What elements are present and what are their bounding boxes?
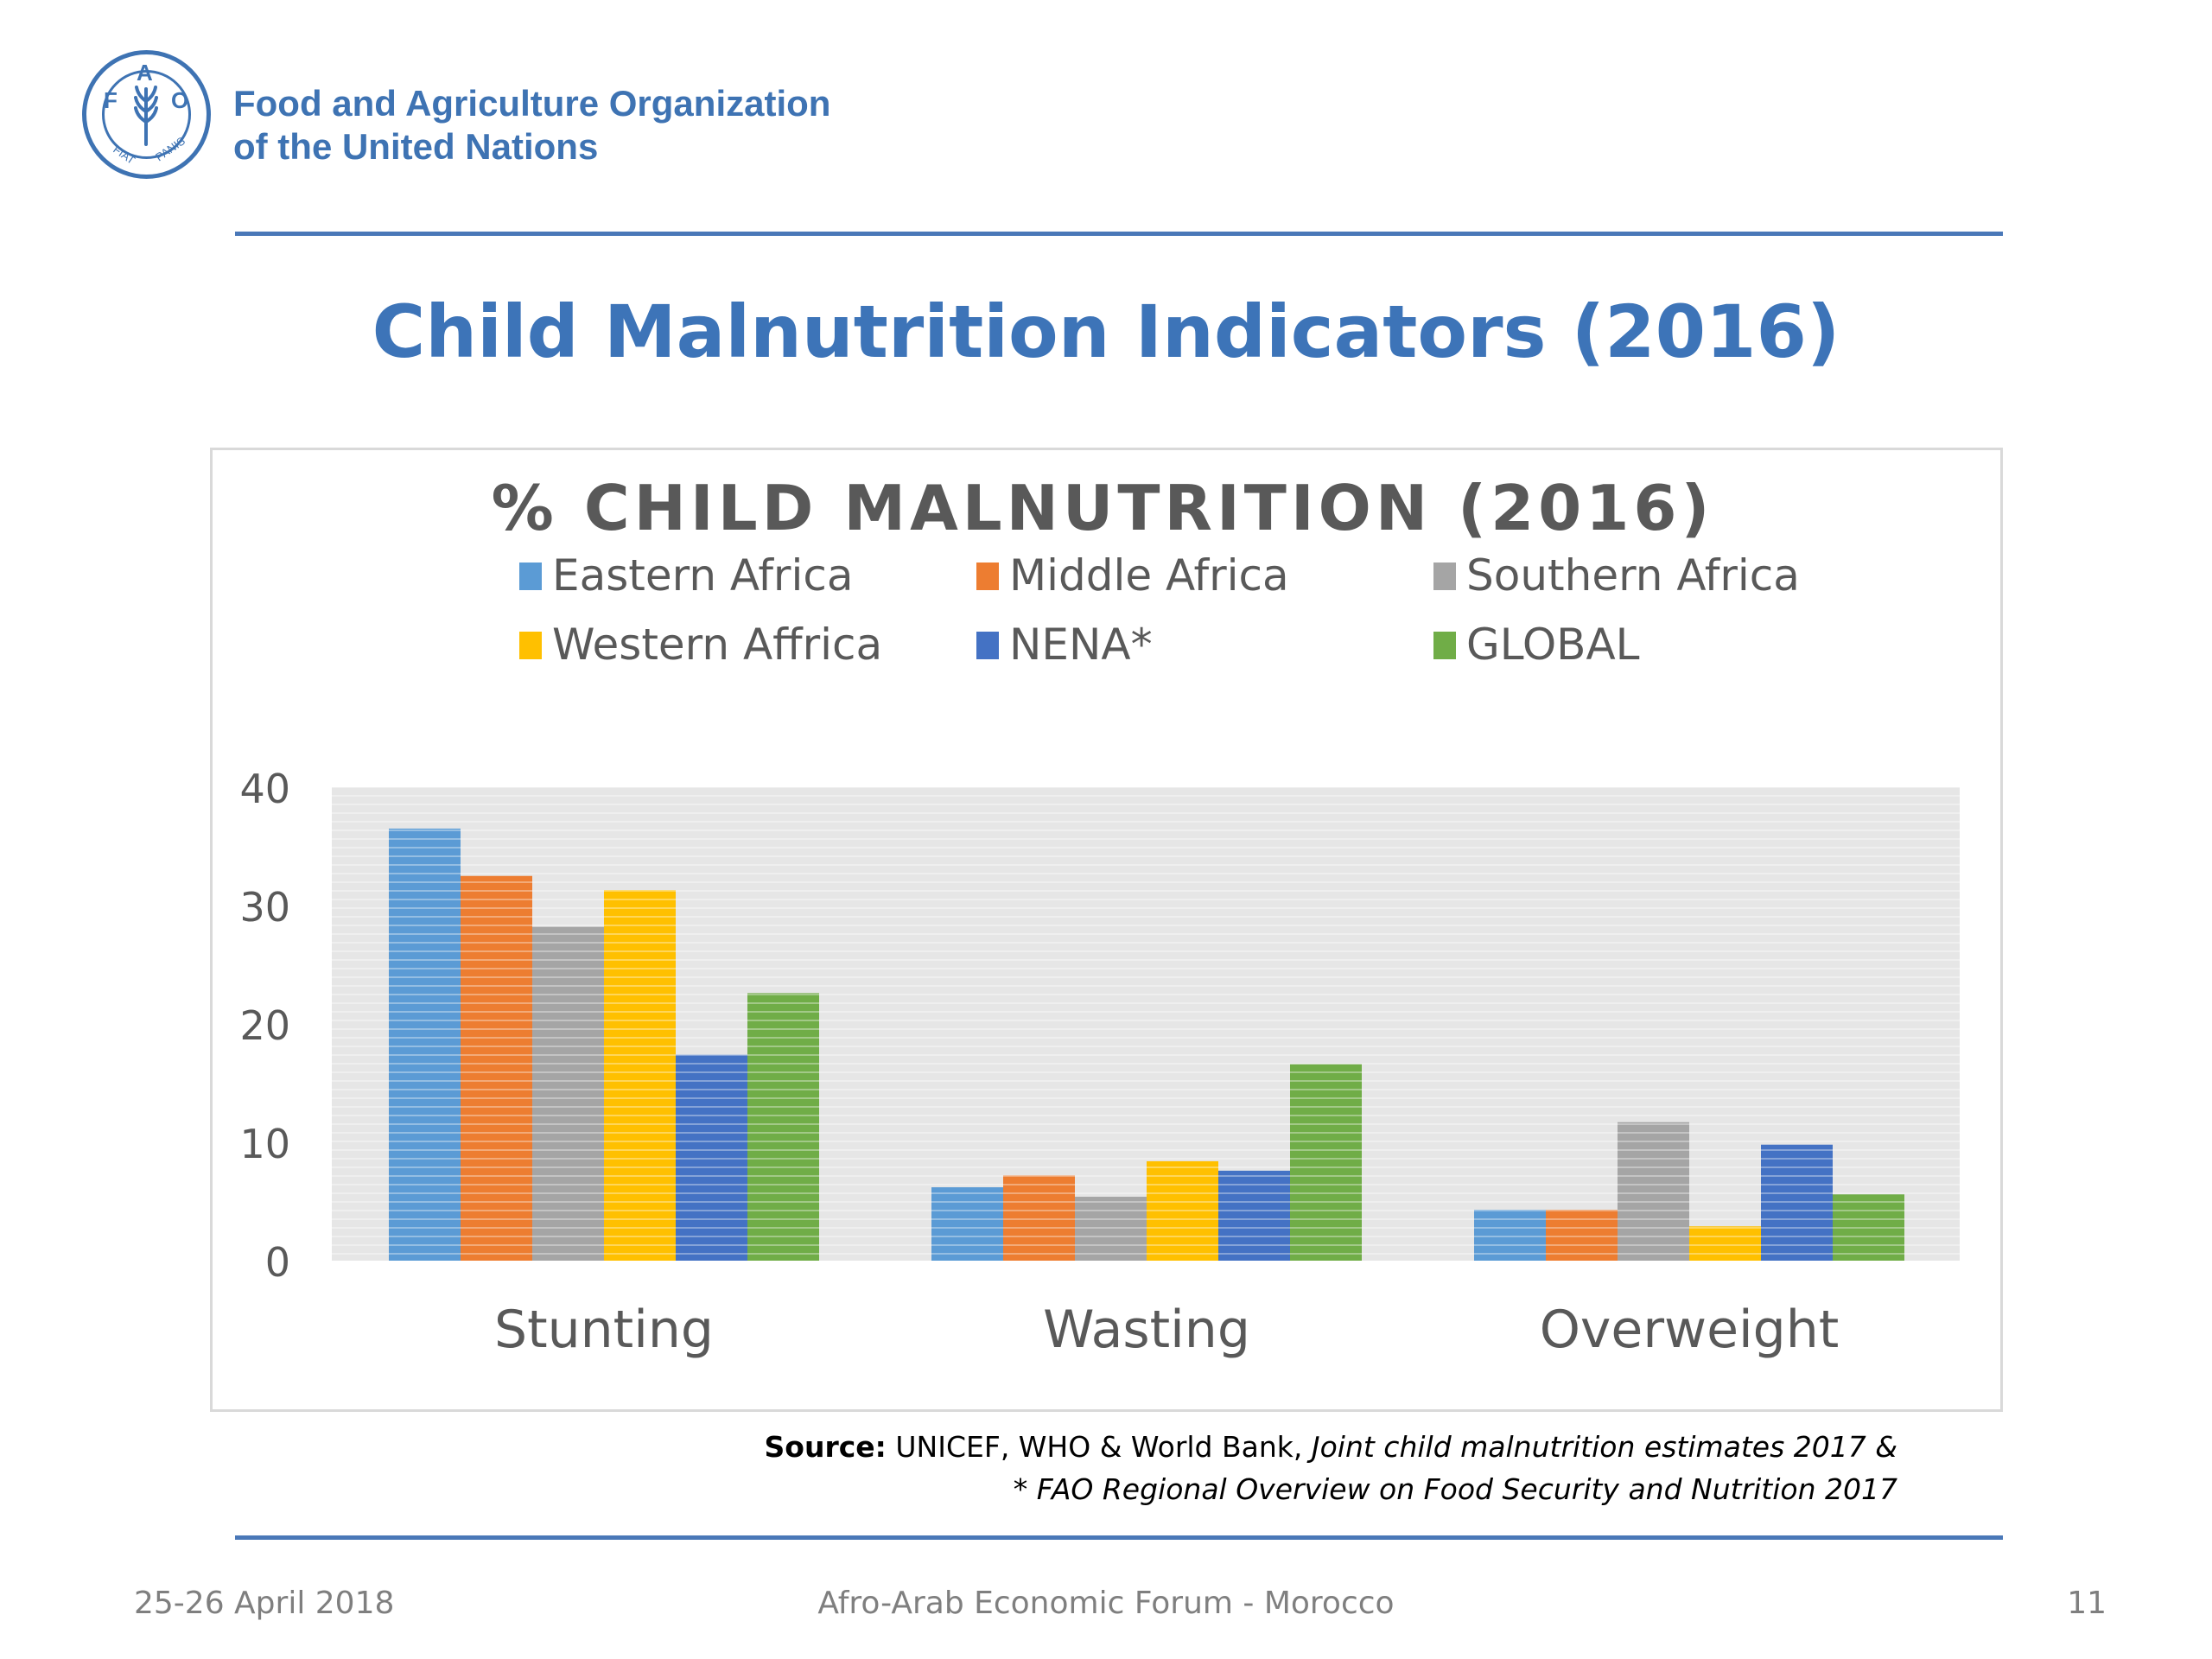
logo-letter-f: F (104, 87, 118, 113)
header-divider (235, 232, 2003, 236)
legend-label: NENA* (1009, 620, 1153, 670)
bar (1290, 1064, 1362, 1261)
fao-logo: F A O FIAT PANIS (82, 50, 211, 179)
footer-date: 25-26 April 2018 (134, 1586, 395, 1621)
legend-label: GLOBAL (1466, 620, 1640, 670)
footer-event: Afro-Arab Economic Forum - Morocco (817, 1586, 1395, 1621)
legend-swatch (1433, 632, 1456, 659)
legend-label: Western Affrica (552, 620, 882, 670)
bar (1147, 1160, 1218, 1261)
bar (676, 1054, 747, 1261)
organization-name-line2: of the United Nations (233, 126, 599, 167)
y-tick-label: 20 (239, 1002, 290, 1049)
organization-name: Food and Agriculture Organization of the… (233, 82, 830, 168)
legend-label: Eastern Africa (552, 550, 854, 601)
bar (1689, 1226, 1761, 1261)
logo-motto-left: FIAT (111, 143, 137, 167)
chart-title: % CHILD MALNUTRITION (2016) (492, 472, 1714, 544)
bar (1833, 1194, 1904, 1261)
bar (1218, 1170, 1290, 1261)
legend-label: Southern Africa (1466, 550, 1800, 601)
bar (461, 875, 532, 1261)
legend-swatch (519, 563, 542, 590)
x-tick-label: Overweight (1540, 1300, 1840, 1360)
y-tick-label: 30 (239, 884, 290, 931)
bar (931, 1187, 1003, 1261)
bar (1618, 1122, 1689, 1261)
source-label: Source: (764, 1430, 887, 1464)
bar (1761, 1144, 1833, 1261)
bar (1474, 1210, 1546, 1261)
source-italic-2: * FAO Regional Overview on Food Security… (1013, 1472, 1897, 1506)
page-number: 11 (2067, 1586, 2107, 1621)
bar (532, 926, 604, 1261)
y-tick-label: 40 (239, 766, 290, 812)
footer-divider (235, 1535, 2003, 1540)
bar (1003, 1175, 1075, 1261)
source-line-1: Source: UNICEF, WHO & World Bank, Joint … (0, 1430, 1897, 1464)
organization-name-line1: Food and Agriculture Organization (233, 83, 831, 124)
bar (1075, 1197, 1147, 1261)
bar (604, 890, 676, 1261)
y-tick-label: 10 (239, 1121, 290, 1167)
logo-letter-a: A (137, 60, 153, 86)
legend-swatch (1433, 563, 1456, 590)
x-tick-label: Stunting (494, 1300, 714, 1360)
legend-swatch (976, 563, 999, 590)
slide-title: Child Malnutrition Indicators (2016) (372, 289, 1840, 374)
legend-label: Middle Africa (1009, 550, 1289, 601)
chart-container: % CHILD MALNUTRITION (2016) Eastern Afric… (210, 448, 2003, 1412)
y-tick-label: 0 (265, 1239, 290, 1286)
bar (1546, 1210, 1618, 1261)
x-tick-label: Wasting (1043, 1300, 1250, 1360)
bar (389, 828, 461, 1261)
bar (747, 993, 819, 1261)
logo-letter-o: O (171, 87, 188, 113)
logo-motto-right: PANIS (153, 134, 188, 163)
legend-swatch (519, 632, 542, 659)
legend-swatch (976, 632, 999, 659)
source-line-2: * FAO Regional Overview on Food Security… (0, 1472, 1897, 1506)
source-italic-1: Joint child malnutrition estimates 2017 … (1311, 1430, 1897, 1464)
bar-chart: % CHILD MALNUTRITION (2016) Eastern Afric… (239, 472, 1960, 1360)
source-text: UNICEF, WHO & World Bank, (886, 1430, 1312, 1464)
